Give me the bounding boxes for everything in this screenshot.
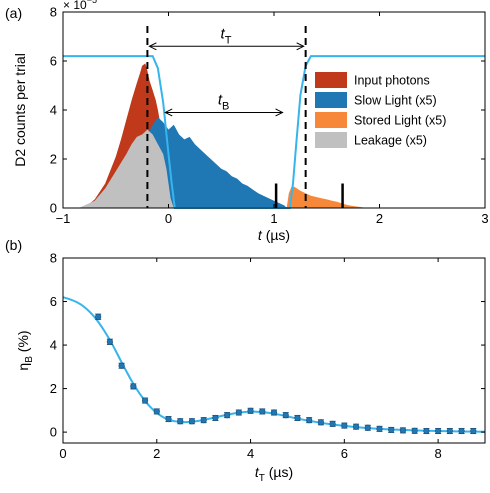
panel-b-axes-frame [62, 257, 486, 444]
b-ytick-label: 0 [50, 425, 57, 440]
data-point [188, 418, 196, 425]
b-xtick-label: 4 [247, 446, 254, 461]
area-leakage [78, 129, 174, 208]
arrow-t-t-arrowhead-left [148, 42, 157, 51]
b-ytick-label: 4 [50, 338, 57, 353]
legend-swatch-input [315, 72, 347, 88]
data-point [341, 422, 348, 429]
b-ytick-label: 8 [50, 251, 57, 266]
data-point [165, 415, 172, 423]
legend-label-leakage: Leakage (x5) [354, 134, 427, 148]
data-point [388, 426, 395, 434]
panel-b-y-axis-label: ηB (%) [15, 330, 35, 370]
panel-a-y-multiplier: × 10−5 [63, 0, 97, 12]
a-xtick-label: 2 [376, 211, 383, 226]
data-point [352, 423, 360, 430]
a-xtick-label: 1 [270, 211, 277, 226]
data-point [329, 420, 336, 427]
legend-swatch-stored [315, 112, 347, 128]
b-xtick-label: 6 [341, 446, 348, 461]
data-point [294, 414, 301, 422]
data-point [106, 338, 113, 345]
data-point [317, 419, 324, 426]
arrow-t-t-label: tT [221, 25, 232, 46]
data-point [376, 425, 383, 432]
data-point [224, 412, 231, 419]
data-point [282, 412, 289, 419]
arrow-t-b-arrowhead-right [275, 108, 284, 117]
panel-b-ticks: 0 2 4 6 8 0 2 4 6 8 [50, 251, 485, 461]
a-ytick-label: 0 [50, 201, 57, 216]
data-point [153, 408, 160, 415]
data-point [446, 427, 453, 435]
a-ytick-label: 6 [50, 54, 57, 69]
panel-a-label: (a) [5, 5, 22, 21]
area-stored [286, 185, 369, 208]
legend-label-slow: Slow Light (x5) [354, 94, 437, 108]
data-point [411, 427, 418, 434]
b-ytick-label: 2 [50, 381, 57, 396]
data-point [270, 409, 278, 416]
data-point [95, 313, 102, 320]
a-ytick-label: 2 [50, 152, 57, 167]
legend-label-input: Input photons [354, 74, 430, 88]
panel-b-points-group [95, 313, 477, 435]
panel-a-legend: Input photons Slow Light (x5) Stored Light… [315, 72, 446, 148]
b-ytick-label: 6 [50, 294, 57, 309]
a-ytick-label: 8 [50, 5, 57, 20]
data-point [200, 417, 207, 424]
data-point [118, 362, 125, 369]
data-point [458, 427, 465, 435]
data-point [306, 417, 313, 424]
panel-a-x-axis-label: t (µs) [258, 227, 290, 243]
arrow-t-t-arrowhead-right [296, 42, 305, 51]
data-point [177, 418, 184, 425]
panel-b-chart: 0 2 4 6 8 0 2 4 6 8 ηB (%) tT (µs) [15, 251, 486, 484]
data-point [399, 427, 407, 434]
a-xtick-label: 3 [481, 211, 488, 226]
a-xtick-label: −1 [56, 211, 71, 226]
b-xtick-label: 8 [434, 446, 441, 461]
b-xtick-label: 2 [153, 446, 160, 461]
a-ytick-label: 4 [50, 103, 57, 118]
legend-swatch-leakage [315, 132, 347, 148]
panel-b-x-axis-label: tT (µs) [255, 464, 293, 484]
data-point [235, 409, 242, 416]
data-point [470, 427, 477, 435]
panel-a-y-axis-label: D2 counts per trial [12, 53, 28, 167]
data-point [212, 414, 219, 422]
arrow-t-b-label: tB [218, 91, 230, 112]
data-point [259, 408, 266, 415]
legend-label-stored: Stored Light (x5) [354, 114, 446, 128]
data-point [364, 424, 371, 431]
data-point [423, 427, 430, 435]
panel-a-series-group [78, 63, 369, 209]
data-point [130, 383, 137, 390]
panel-b-label: (b) [5, 237, 22, 253]
a-xtick-label: 0 [165, 211, 172, 226]
b-xtick-label: 0 [59, 446, 66, 461]
data-point [247, 407, 254, 414]
legend-swatch-slow [315, 92, 347, 108]
data-point [435, 427, 442, 435]
data-point [141, 397, 149, 404]
arrow-t-b-arrowhead-left [164, 108, 173, 117]
panel-a-annotations: tT tB [146, 25, 344, 208]
